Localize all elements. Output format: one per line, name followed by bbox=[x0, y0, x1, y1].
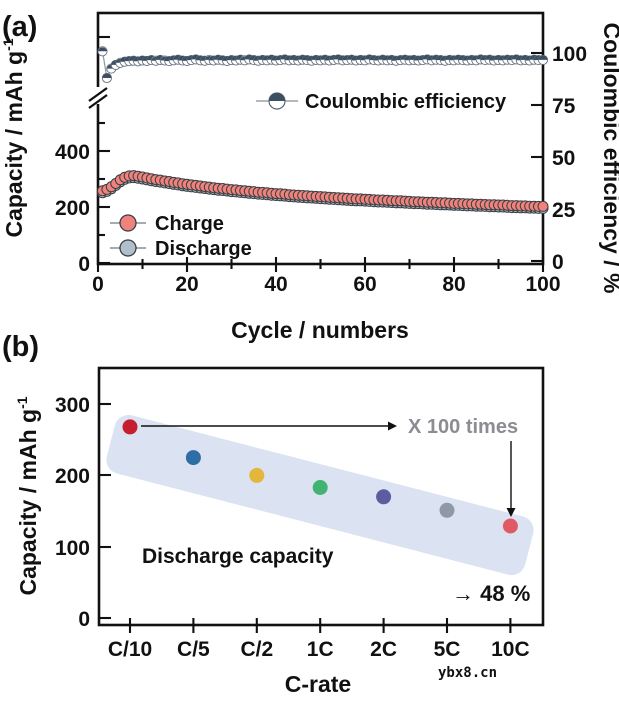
rate-point-1C bbox=[312, 480, 328, 495]
xtick: 20 bbox=[175, 273, 198, 296]
ytick: 400 bbox=[55, 141, 90, 164]
xtick: 40 bbox=[264, 273, 287, 296]
annotation-x100-times: X 100 times bbox=[408, 416, 518, 438]
legend-charge: Charge bbox=[110, 213, 224, 235]
trend-band bbox=[106, 414, 534, 576]
panel-b: (b) bbox=[2, 331, 545, 697]
panel-a-ytick-right-labels: 100 75 50 25 0 bbox=[552, 43, 587, 274]
xtick: 0 bbox=[92, 273, 104, 296]
legend-efficiency-label: Coulombic efficiency bbox=[305, 91, 507, 113]
xtick: 1C bbox=[307, 638, 334, 661]
watermark-text: ybx8.cn bbox=[438, 665, 497, 681]
superscript: -1 bbox=[14, 396, 30, 409]
series-coulombic-efficiency bbox=[97, 46, 549, 84]
ytick: 25 bbox=[552, 199, 576, 222]
ytick: 0 bbox=[552, 251, 564, 274]
rate-point-C-2 bbox=[249, 467, 265, 483]
rate-point-C-10 bbox=[122, 419, 138, 435]
panel-a-xaxis-title: Cycle / numbers bbox=[231, 317, 409, 343]
xtick: C/5 bbox=[177, 638, 210, 661]
efficiency-point bbox=[97, 47, 107, 52]
annotation-discharge-capacity: Discharge capacity bbox=[142, 545, 334, 568]
panel-b-ytick-labels: 300 200 100 0 bbox=[55, 394, 90, 631]
annotation-48-percent: → 48 % bbox=[452, 581, 530, 606]
ytick: 0 bbox=[78, 253, 90, 276]
panel-b-letter: (b) bbox=[2, 331, 39, 363]
charge-point bbox=[537, 200, 549, 212]
xtick: 2C bbox=[370, 638, 397, 661]
ytick: 100 bbox=[552, 43, 587, 66]
legend-discharge: Discharge bbox=[110, 238, 252, 260]
panel-a-left-ticks bbox=[98, 35, 110, 265]
ytick: 0 bbox=[78, 608, 90, 631]
panel-b-left-ticks bbox=[99, 402, 111, 620]
half-filled-circle-icon bbox=[269, 93, 285, 101]
efficiency-point bbox=[102, 73, 112, 78]
charge-marker-icon bbox=[119, 214, 137, 232]
panel-a: (a) bbox=[0, 11, 619, 343]
ytick: 50 bbox=[552, 147, 575, 170]
down-arrow bbox=[506, 441, 516, 517]
xtick: 100 bbox=[525, 273, 560, 296]
panel-b-yaxis-title: Capacity / mAh g-1 bbox=[14, 396, 41, 595]
rate-point-2C bbox=[376, 489, 392, 505]
panel-b-xtick-labels: C/10 C/5 C/2 1C 2C 5C 10C bbox=[108, 638, 530, 661]
series-rate-capability bbox=[122, 419, 518, 534]
panel-b-xaxis-title: C-rate bbox=[285, 671, 351, 697]
panel-a-left-axis-title: Capacity / mAh g-1 bbox=[0, 38, 27, 237]
panel-a-xtick-labels: 0 20 40 60 80 100 bbox=[92, 273, 560, 296]
axis-break-icon bbox=[88, 87, 108, 109]
discharge-marker-icon bbox=[119, 239, 137, 257]
panel-a-bottom-ticks bbox=[96, 257, 545, 272]
superscript: -1 bbox=[0, 38, 16, 51]
xtick: 60 bbox=[353, 273, 376, 296]
ytick: 200 bbox=[55, 465, 90, 488]
xtick: 10C bbox=[491, 638, 530, 661]
legend-discharge-label: Discharge bbox=[155, 238, 252, 260]
ytick: 300 bbox=[55, 394, 90, 417]
panel-b-bottom-ticks bbox=[128, 618, 512, 633]
xtick: 5C bbox=[434, 638, 461, 661]
legend-charge-label: Charge bbox=[155, 213, 224, 235]
rate-point-C-5 bbox=[185, 450, 201, 466]
panel-a-ytick-left-labels: 400 200 0 bbox=[55, 141, 90, 276]
xtick: 80 bbox=[442, 273, 465, 296]
panel-a-right-ticks bbox=[531, 51, 543, 263]
ytick: 100 bbox=[55, 537, 90, 560]
ytick: 75 bbox=[552, 95, 576, 118]
xtick: C/2 bbox=[240, 638, 273, 661]
series-charge bbox=[97, 170, 549, 212]
rate-point-10C bbox=[502, 518, 518, 534]
x100-arrow bbox=[141, 421, 397, 431]
panel-a-right-axis-title: Coulombic efficiency / % bbox=[599, 23, 619, 294]
legend-efficiency: Coulombic efficiency bbox=[256, 91, 507, 113]
rate-point-5C bbox=[439, 502, 455, 518]
panel-a-letter: (a) bbox=[2, 11, 37, 43]
xtick: C/10 bbox=[108, 638, 152, 661]
efficiency-point bbox=[538, 55, 548, 60]
ytick: 200 bbox=[55, 197, 90, 220]
